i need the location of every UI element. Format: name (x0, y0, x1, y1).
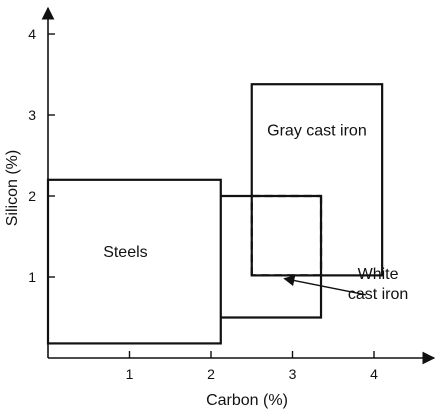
y-tick-label: 4 (28, 26, 36, 42)
x-axis-label: Carbon (%) (206, 392, 288, 409)
y-tick-label: 2 (28, 188, 36, 204)
y-tick-label: 3 (28, 107, 36, 123)
labels: Steels Gray cast iron White cast iron (103, 122, 408, 303)
regions (46, 83, 384, 345)
x-tick-label: 3 (289, 366, 297, 382)
y-axis-label: Silicon (%) (4, 150, 21, 226)
region-outline-white-cast-iron (220, 194, 323, 319)
x-tick-label: 4 (370, 366, 378, 382)
x-tick-label: 2 (207, 366, 215, 382)
x-tick-label: 1 (126, 366, 134, 382)
y-tick-label: 1 (28, 269, 36, 285)
region-label-white-cast-iron: White cast iron (348, 266, 408, 303)
region-label-gray-cast-iron: Gray cast iron (267, 122, 367, 139)
white-cast-iron-arrow (283, 275, 366, 296)
region-label-steels: Steels (103, 244, 147, 261)
region-outline-gray-cast-iron (250, 83, 384, 277)
region-outline-steels (46, 178, 222, 345)
